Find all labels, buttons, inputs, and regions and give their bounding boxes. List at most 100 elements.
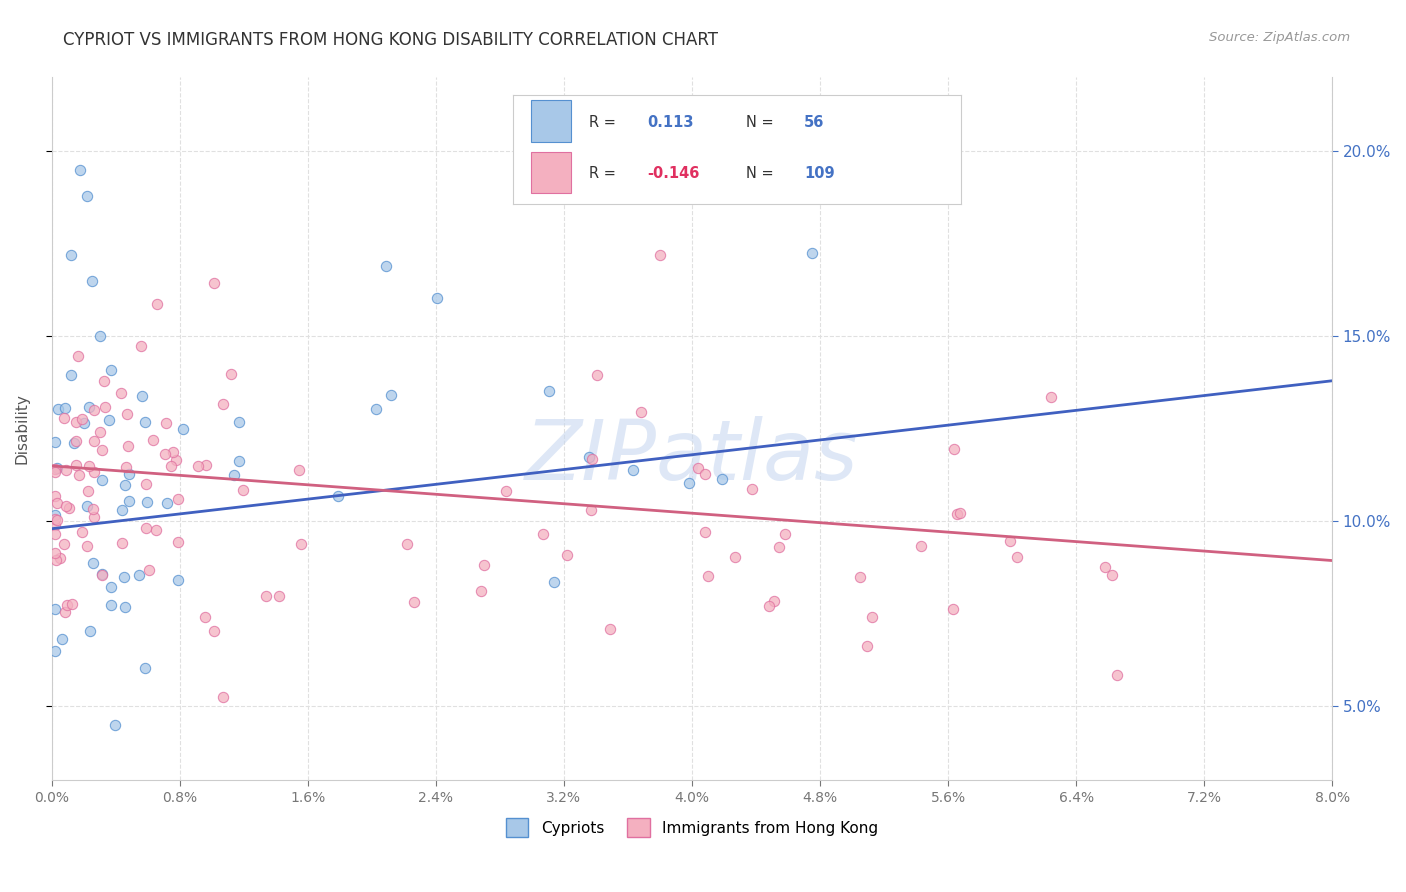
Point xyxy=(328,489,350,503)
Point xyxy=(46,461,69,475)
Point xyxy=(112,570,135,584)
Point xyxy=(579,502,602,516)
Point xyxy=(142,433,165,447)
Point xyxy=(472,558,495,572)
Point xyxy=(621,463,644,477)
Point xyxy=(145,523,167,537)
Point xyxy=(53,537,76,551)
Point xyxy=(104,718,127,732)
Point xyxy=(51,632,73,646)
Point xyxy=(678,475,700,490)
Point xyxy=(758,599,780,613)
Point xyxy=(135,521,157,535)
Point xyxy=(55,499,77,513)
Point xyxy=(129,339,152,353)
Point xyxy=(228,454,250,468)
Point xyxy=(53,411,76,425)
Point xyxy=(131,389,153,403)
Point xyxy=(693,524,716,539)
Point xyxy=(66,349,89,363)
Point xyxy=(91,567,114,582)
Point xyxy=(44,644,66,658)
Point xyxy=(82,556,104,570)
Point xyxy=(89,425,111,439)
Point xyxy=(856,639,879,653)
Point xyxy=(46,513,69,527)
Point xyxy=(76,483,98,498)
Point xyxy=(187,459,209,474)
Point xyxy=(288,463,311,477)
Point xyxy=(693,467,716,482)
Point xyxy=(83,509,105,524)
Point xyxy=(942,442,965,456)
Point xyxy=(155,416,177,430)
Point xyxy=(155,447,177,461)
Point xyxy=(374,259,396,273)
Point xyxy=(146,297,169,311)
Point xyxy=(768,541,790,555)
Point xyxy=(65,415,87,429)
Point xyxy=(1107,667,1129,681)
Point xyxy=(290,537,312,551)
Point xyxy=(83,434,105,448)
Y-axis label: Disability: Disability xyxy=(15,393,30,465)
Point xyxy=(581,452,603,467)
Point xyxy=(76,499,98,513)
Point xyxy=(83,466,105,480)
Point xyxy=(688,461,710,475)
Point xyxy=(76,189,98,203)
Point xyxy=(44,462,66,476)
Point xyxy=(1094,560,1116,574)
Point xyxy=(212,690,235,705)
Point xyxy=(380,388,402,402)
Point xyxy=(44,546,66,560)
Point xyxy=(165,452,187,467)
Point xyxy=(160,459,183,474)
Point xyxy=(45,552,67,566)
Point xyxy=(111,535,134,549)
Point xyxy=(531,527,554,541)
Point xyxy=(800,246,823,260)
Point xyxy=(364,401,387,416)
Point xyxy=(849,569,872,583)
Point xyxy=(585,368,607,382)
Point xyxy=(89,329,111,343)
Point xyxy=(114,459,136,474)
Point xyxy=(100,362,122,376)
Point xyxy=(79,400,101,414)
Point xyxy=(111,502,134,516)
Point xyxy=(426,291,449,305)
Point xyxy=(219,367,242,381)
Text: CYPRIOT VS IMMIGRANTS FROM HONG KONG DISABILITY CORRELATION CHART: CYPRIOT VS IMMIGRANTS FROM HONG KONG DIS… xyxy=(63,31,718,49)
Point xyxy=(470,583,492,598)
Point xyxy=(134,416,156,430)
Point xyxy=(48,550,70,565)
Point xyxy=(80,274,103,288)
Point xyxy=(402,594,425,608)
Point xyxy=(70,412,93,426)
Point xyxy=(100,598,122,612)
Point xyxy=(228,415,250,429)
Point xyxy=(741,482,763,496)
Point xyxy=(194,610,217,624)
Point xyxy=(630,405,652,419)
Point xyxy=(44,465,66,479)
Point xyxy=(555,548,578,562)
Point xyxy=(60,368,83,382)
Point xyxy=(1000,534,1022,549)
Point xyxy=(134,660,156,674)
Point xyxy=(156,496,179,510)
Point xyxy=(94,400,117,414)
Point xyxy=(942,602,965,616)
Point xyxy=(138,563,160,577)
Point xyxy=(44,518,66,533)
Point xyxy=(910,539,932,553)
Point xyxy=(118,467,141,481)
Point xyxy=(724,550,747,565)
Point xyxy=(91,442,114,457)
Point xyxy=(67,468,90,483)
Point xyxy=(117,440,139,454)
Point xyxy=(1005,549,1028,564)
Point xyxy=(543,574,565,589)
Point xyxy=(100,581,122,595)
